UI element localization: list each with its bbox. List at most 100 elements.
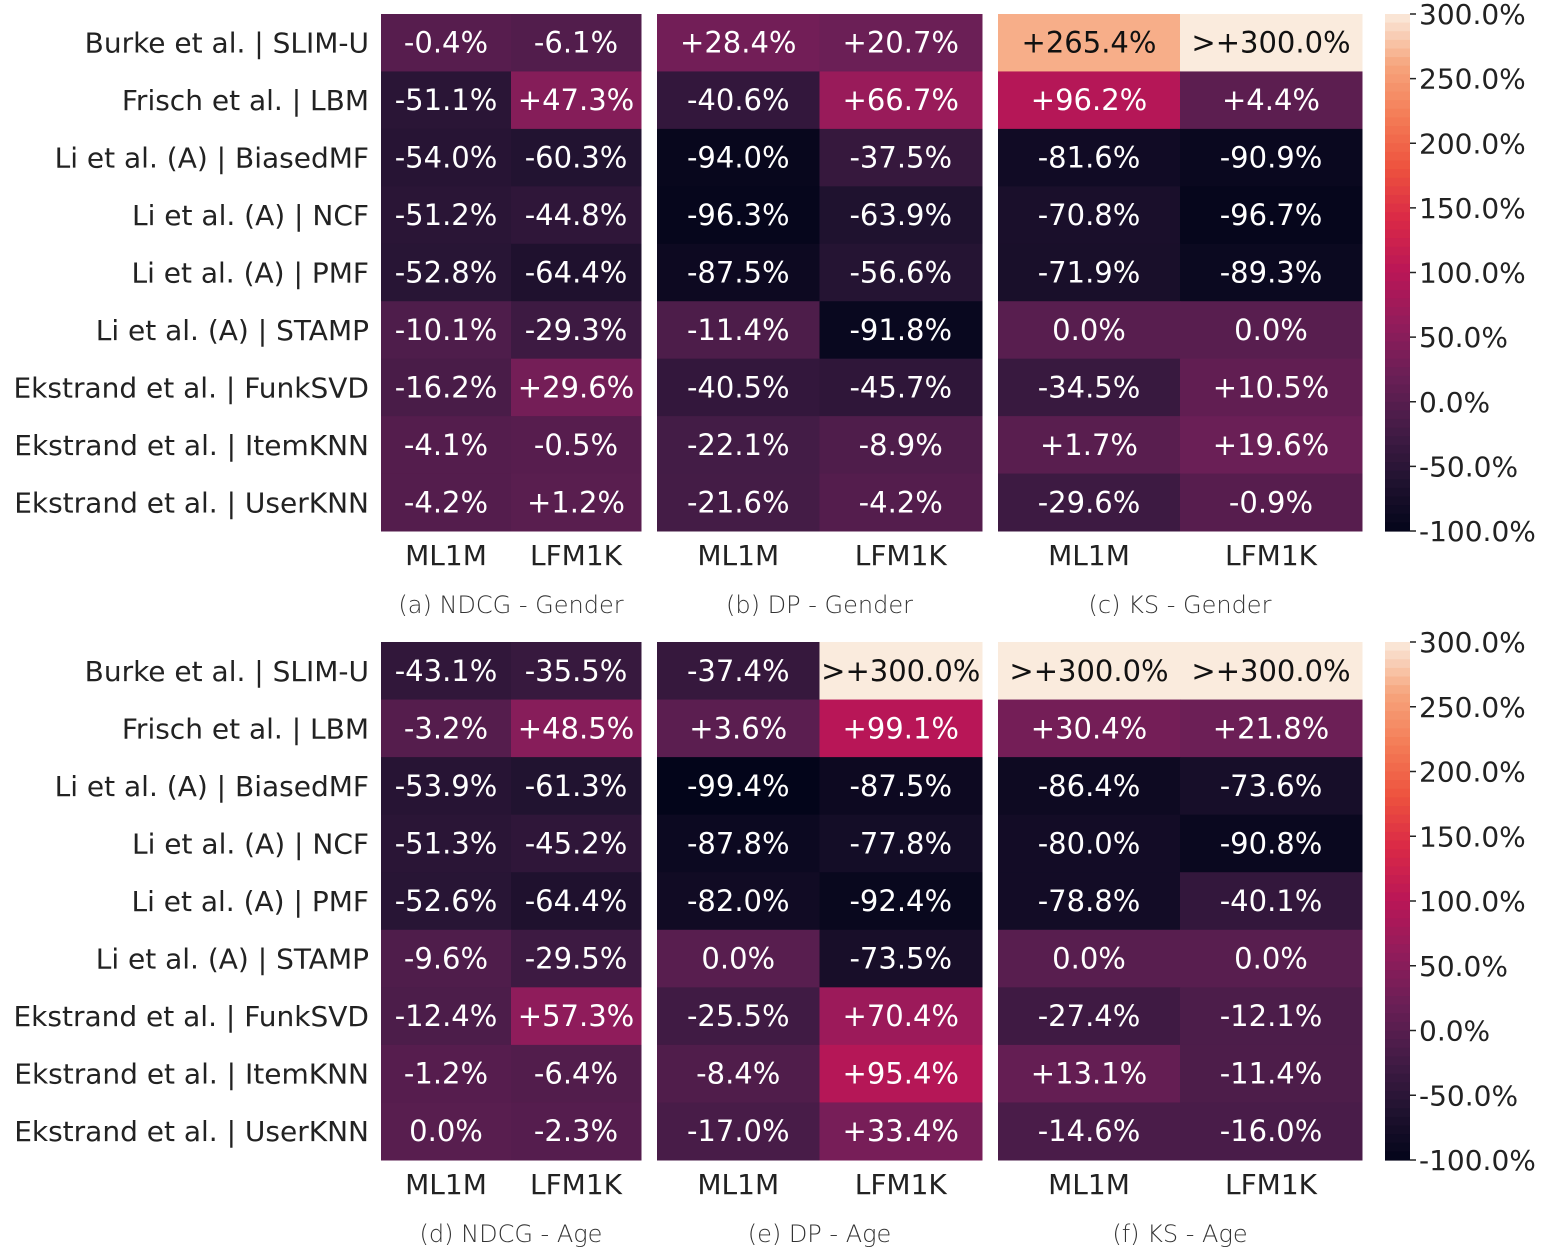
heatmap-cell [819, 699, 983, 758]
cell-value: -0.5% [534, 428, 618, 462]
colorbar-segment [1385, 1047, 1410, 1057]
cell-value: -77.8% [849, 826, 952, 860]
cell-value: -10.1% [395, 313, 498, 347]
colorbar-segment [1385, 970, 1410, 980]
colorbar-segment [1385, 1099, 1410, 1109]
cell-value: +21.8% [1213, 711, 1329, 745]
cell-value: -52.8% [395, 256, 498, 290]
cell-value: +10.5% [1213, 370, 1329, 404]
cell-value: +3.6% [689, 711, 787, 745]
colorbar-segment [1385, 315, 1410, 325]
heatmap-cell [381, 301, 512, 360]
heatmap-cell [381, 14, 512, 72]
colorbar-segment [1385, 909, 1410, 919]
heatmap-cell [998, 699, 1181, 758]
heatmap-cell [998, 128, 1181, 187]
cell-value: -51.3% [395, 826, 498, 860]
cell-value: -89.3% [1220, 256, 1323, 290]
colorbar-segment [1385, 642, 1410, 652]
cell-value: -17.0% [687, 1114, 790, 1148]
heatmap-cell [511, 757, 642, 816]
heatmap-cell [819, 1102, 983, 1161]
colorbar-segment [1385, 203, 1410, 213]
cell-value: 0.0% [1052, 942, 1126, 976]
colorbar-tick-label: -100.0% [1419, 515, 1536, 548]
colorbar-segment [1385, 797, 1410, 807]
cell-value: +20.7% [843, 26, 959, 60]
heatmap-cell [657, 358, 820, 417]
heatmap-cell [1180, 699, 1363, 758]
colorbar-tick-label: 100.0% [1419, 885, 1526, 918]
cell-value: -87.5% [849, 769, 952, 803]
cell-value: -11.4% [1220, 1057, 1323, 1091]
colorbar-segment [1385, 831, 1410, 842]
colorbar-tick-label: -50.0% [1419, 450, 1518, 483]
heatmap-cell [1180, 929, 1363, 988]
colorbar-segment [1385, 496, 1410, 506]
colorbar-segment [1385, 57, 1410, 67]
cell-value: -40.6% [687, 83, 790, 117]
cell-value: -73.6% [1220, 769, 1323, 803]
heatmap-cell [657, 872, 820, 931]
colorbar-tick-label: -100.0% [1419, 1144, 1536, 1177]
row-label: Li et al. (A) | BiasedMF [55, 142, 369, 175]
heatmap-cell [819, 128, 983, 187]
heatmap-cell [511, 872, 642, 931]
colorbar-segment [1385, 126, 1410, 136]
colorbar-segment [1385, 1142, 1410, 1152]
heatmap-cell [819, 757, 983, 816]
colorbar-tick-label: -50.0% [1419, 1079, 1518, 1112]
x-tick-label: LFM1K [855, 1168, 948, 1201]
heatmap-cell [657, 929, 820, 988]
heatmap-cell [1180, 128, 1363, 187]
colorbar-segment [1385, 1030, 1410, 1040]
cell-value: -34.5% [1038, 370, 1141, 404]
colorbar-segment [1385, 306, 1410, 317]
colorbar-segment [1385, 143, 1410, 153]
cell-value: -71.9% [1038, 256, 1141, 290]
colorbar-tick-label: 50.0% [1419, 950, 1508, 983]
colorbar-segment [1385, 117, 1410, 127]
heatmap-cell [998, 473, 1181, 532]
colorbar-segment [1385, 840, 1410, 850]
cell-value: -53.9% [395, 769, 498, 803]
cell-value: -64.4% [525, 256, 628, 290]
heatmap-cell [657, 757, 820, 816]
colorbar-segment [1385, 745, 1410, 755]
colorbar-segment [1385, 479, 1410, 489]
heatmap-cell [381, 699, 512, 758]
cell-value: -80.0% [1038, 826, 1141, 860]
colorbar-segment [1385, 676, 1410, 686]
colorbar-segment [1385, 470, 1410, 480]
heatmap-cell [1180, 71, 1363, 130]
cell-value: +13.1% [1031, 1057, 1147, 1091]
heatmap-cell [1180, 358, 1363, 417]
cell-value: +265.4% [1022, 26, 1157, 60]
heatmap-cell [657, 301, 820, 360]
cell-value: +4.4% [1222, 83, 1320, 117]
heatmap-cell [1180, 987, 1363, 1046]
colorbar-segment [1385, 160, 1410, 170]
colorbar-segment [1385, 659, 1410, 669]
cell-value: -4.2% [404, 485, 488, 519]
colorbar-segment [1385, 1082, 1410, 1092]
heatmap-cell [657, 814, 820, 873]
colorbar-segment [1385, 866, 1410, 876]
colorbar-segment [1385, 14, 1410, 24]
colorbar-segment [1385, 987, 1410, 997]
colorbar-segment [1385, 1065, 1410, 1075]
colorbar-segment [1385, 693, 1410, 704]
heatmap-cell [511, 929, 642, 988]
heatmap-cell [1180, 1102, 1363, 1161]
colorbar-segment [1385, 358, 1410, 368]
heatmap-cell [657, 699, 820, 758]
cell-value: -96.7% [1220, 198, 1323, 232]
colorbar-segment [1385, 505, 1410, 515]
x-tick-label: ML1M [1048, 539, 1130, 572]
cell-value: -51.2% [395, 198, 498, 232]
colorbar-segment [1385, 1151, 1410, 1161]
row-label: Li et al. (A) | STAMP [96, 943, 369, 976]
colorbar-segment [1385, 935, 1410, 945]
cell-value: +1.2% [527, 485, 625, 519]
heatmap-cell [511, 1102, 642, 1161]
